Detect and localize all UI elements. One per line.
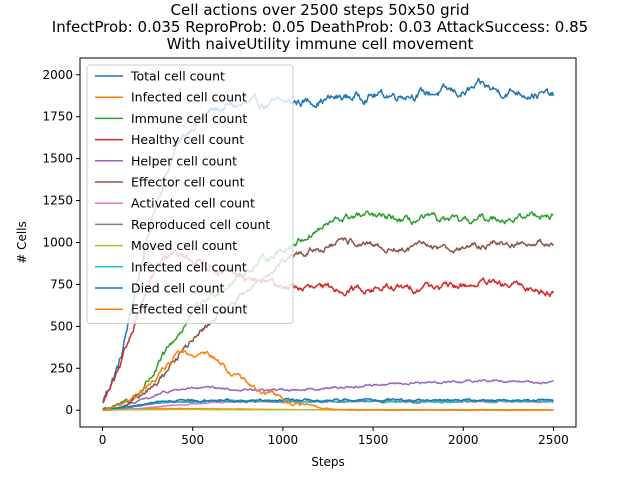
series-line-11 bbox=[102, 397, 554, 411]
legend-label: Effected cell count bbox=[131, 302, 247, 317]
legend-label: Reproduced cell count bbox=[131, 217, 270, 232]
y-tick-label: 1500 bbox=[42, 152, 73, 166]
x-axis-label: Steps bbox=[311, 455, 345, 469]
legend-label: Effector cell count bbox=[131, 175, 245, 190]
legend-label: Total cell count bbox=[130, 69, 225, 84]
series-line-5 bbox=[102, 378, 554, 411]
y-axis: 0 250 500 750 1000 1250 1500 1750 2000 bbox=[42, 68, 80, 417]
legend-label: Helper cell count bbox=[131, 153, 237, 168]
x-tick-label: 1000 bbox=[268, 433, 299, 447]
x-tick-label: 2000 bbox=[448, 433, 479, 447]
y-tick-label: 1250 bbox=[42, 194, 73, 208]
y-tick-label: 0 bbox=[65, 403, 73, 417]
title-line-2: InfectProb: 0.035 ReproProb: 0.05 DeathP… bbox=[52, 18, 588, 36]
x-tick-label: 2500 bbox=[538, 433, 569, 447]
title-line-1: Cell actions over 2500 steps 50x50 grid bbox=[171, 1, 470, 19]
x-axis: 0 500 1000 1500 2000 2500 bbox=[99, 427, 569, 447]
y-tick-label: 1750 bbox=[42, 110, 73, 124]
legend-box bbox=[86, 64, 294, 324]
y-axis-label: # Cells bbox=[15, 221, 29, 264]
legend: Total cell count Infected cell count Immun… bbox=[86, 64, 294, 324]
legend-label: Healthy cell count bbox=[131, 132, 244, 147]
legend-label: Activated cell count bbox=[131, 196, 255, 211]
legend-label: Immune cell count bbox=[131, 111, 247, 126]
y-tick-label: 750 bbox=[50, 277, 73, 291]
y-tick-label: 250 bbox=[50, 361, 73, 375]
x-tick-label: 500 bbox=[181, 433, 204, 447]
series-line-6 bbox=[102, 237, 554, 411]
title-line-3: With naiveUtility immune cell movement bbox=[167, 35, 474, 53]
legend-label: Moved cell count bbox=[131, 238, 237, 253]
series-line-12 bbox=[102, 349, 554, 411]
y-tick-label: 500 bbox=[50, 319, 73, 333]
series-line-3 bbox=[102, 210, 554, 410]
legend-label: Infected cell count bbox=[131, 90, 247, 105]
chart-title: Cell actions over 2500 steps 50x50 grid … bbox=[52, 1, 588, 53]
y-tick-label: 2000 bbox=[42, 68, 73, 82]
x-tick-label: 1500 bbox=[358, 433, 389, 447]
x-tick-label: 0 bbox=[99, 433, 107, 447]
legend-label: Died cell count bbox=[131, 281, 225, 296]
y-tick-label: 1000 bbox=[42, 236, 73, 250]
legend-label: Infected cell count bbox=[131, 259, 247, 274]
